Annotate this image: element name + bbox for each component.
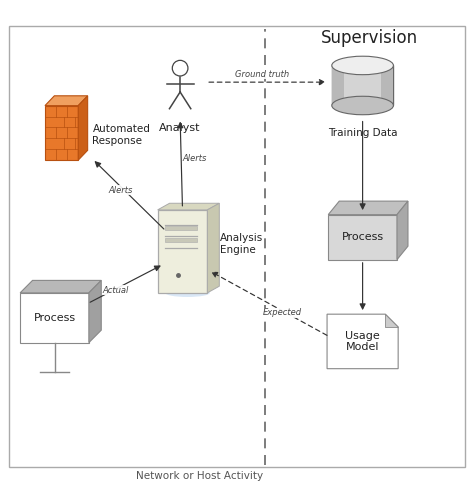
Text: Usage
Model: Usage Model (345, 331, 380, 352)
Polygon shape (328, 215, 397, 259)
Polygon shape (157, 210, 207, 293)
Polygon shape (381, 65, 393, 106)
Text: Expected: Expected (263, 308, 301, 318)
Ellipse shape (332, 96, 393, 115)
Polygon shape (89, 280, 101, 343)
Polygon shape (207, 203, 219, 293)
Polygon shape (20, 293, 89, 343)
Polygon shape (78, 96, 88, 160)
Polygon shape (385, 314, 398, 327)
FancyBboxPatch shape (332, 65, 393, 106)
Text: Alerts: Alerts (109, 186, 133, 195)
FancyBboxPatch shape (165, 226, 197, 230)
Polygon shape (157, 203, 219, 210)
Text: Process: Process (34, 313, 75, 323)
Polygon shape (45, 96, 88, 106)
Polygon shape (397, 201, 408, 259)
Polygon shape (20, 280, 101, 293)
Polygon shape (332, 65, 344, 106)
Text: Ground truth: Ground truth (235, 70, 289, 79)
Polygon shape (328, 201, 408, 215)
Text: Network or Host Activity: Network or Host Activity (136, 471, 263, 481)
Text: Analysis
Engine: Analysis Engine (220, 234, 264, 255)
Text: Supervision: Supervision (321, 29, 418, 47)
Ellipse shape (165, 289, 210, 297)
FancyBboxPatch shape (165, 238, 197, 242)
Text: Actual: Actual (103, 286, 129, 295)
Ellipse shape (332, 56, 393, 75)
FancyBboxPatch shape (9, 26, 465, 467)
Text: Training Data: Training Data (328, 128, 397, 138)
Polygon shape (327, 314, 398, 369)
Text: Automated
Response: Automated Response (92, 124, 150, 146)
Text: Process: Process (342, 232, 383, 242)
Text: Alerts: Alerts (182, 154, 207, 163)
Polygon shape (45, 106, 78, 160)
Circle shape (173, 60, 188, 76)
Text: Analyst: Analyst (159, 124, 201, 133)
